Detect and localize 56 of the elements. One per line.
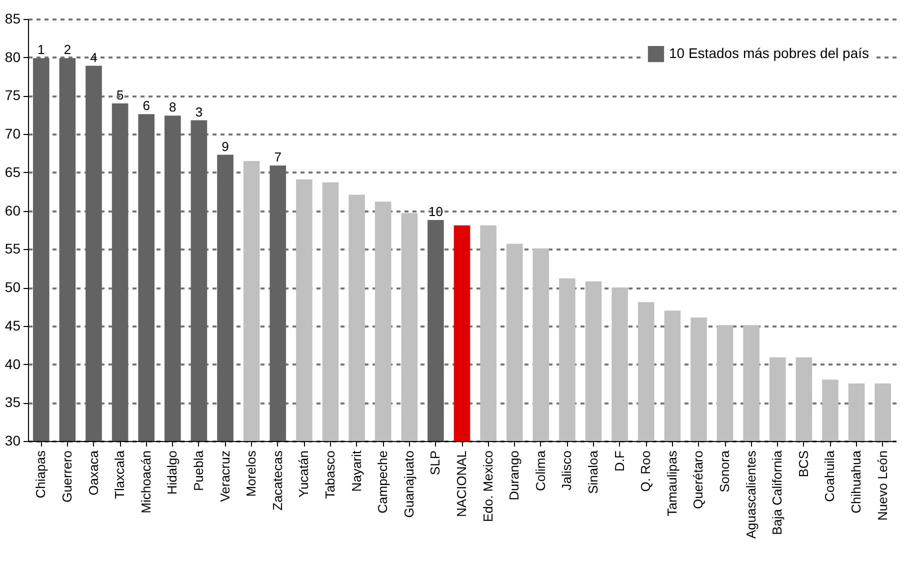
x-tick-label: Sinaloa (586, 450, 601, 494)
y-tick-label: 35 (4, 394, 21, 410)
y-tick-label: 45 (4, 317, 21, 334)
x-tick-label: Durango (506, 450, 522, 500)
y-tick-label: 80 (4, 48, 21, 65)
y-tick-label: 50 (4, 279, 21, 296)
x-tick-label: Colima (532, 450, 548, 491)
x-tick-label: Baja California (770, 450, 785, 536)
annotation: 8 (169, 100, 176, 115)
x-tick-label: Querétaro (690, 450, 706, 510)
legend-label: 10 Estados más pobres del país (669, 45, 870, 61)
x-tick-label: Tlaxcala (112, 450, 128, 499)
y-tick-label: 30 (4, 432, 21, 448)
x-tick-label: Nayarit (348, 450, 364, 492)
x-tick-label: Tamaulipas (664, 450, 680, 516)
y-tick-label: 60 (4, 202, 21, 218)
x-tick-label: Chiapas (33, 450, 48, 498)
x-tick-label: Morelos (244, 450, 259, 497)
annotation: 6 (142, 98, 150, 114)
y-tick-label: 70 (4, 126, 21, 142)
x-tick-label: Michoacán (138, 450, 154, 514)
annotation: 1 (38, 42, 45, 58)
x-tick-label: BCS (796, 450, 811, 478)
annotation: 5 (116, 87, 124, 102)
x-tick-label: Edo. Mexico (480, 450, 496, 522)
annotation: 7 (274, 150, 282, 165)
x-tick-label: NACIONAL (454, 450, 469, 517)
x-tick-label: Coahuila (822, 450, 838, 502)
x-tick-label: Hidalgo (164, 450, 180, 495)
x-tick-label: D.F (612, 450, 627, 472)
x-tick-label: Nuevo León (874, 450, 890, 521)
annotation: 4 (90, 50, 98, 65)
x-tick-label: Yucatán (296, 450, 312, 498)
x-tick-label: Guerrero (59, 450, 74, 503)
x-tick-label: Aguascalientes (743, 450, 758, 539)
y-tick-label: 55 (4, 240, 21, 257)
annotation: 9 (222, 138, 229, 154)
x-tick-label: Sonora (717, 450, 732, 492)
y-tick-label: 75 (4, 87, 21, 104)
y-tick-label: 40 (4, 356, 21, 372)
x-tick-label: Chihuahua (848, 450, 864, 514)
x-tick-label: SLP (428, 450, 443, 476)
annotation: 3 (195, 104, 203, 120)
x-tick-label: Q. Roo (638, 450, 654, 492)
x-tick-label: Zacatecas (270, 450, 285, 510)
x-tick-label: Puebla (190, 450, 206, 491)
x-tick-label: Oaxaca (86, 450, 101, 496)
annotation: 10 (428, 204, 443, 220)
y-tick-label: 65 (4, 164, 21, 180)
x-tick-label: Jalisco (559, 450, 574, 490)
y-tick-label: 85 (4, 10, 21, 26)
annotation: 2 (64, 42, 72, 58)
x-tick-label: Campeche (375, 450, 390, 514)
x-tick-label: Guanajuato (401, 450, 416, 518)
x-tick-label: Tabasco (322, 450, 338, 499)
x-tick-label: Veracruz (217, 450, 232, 502)
